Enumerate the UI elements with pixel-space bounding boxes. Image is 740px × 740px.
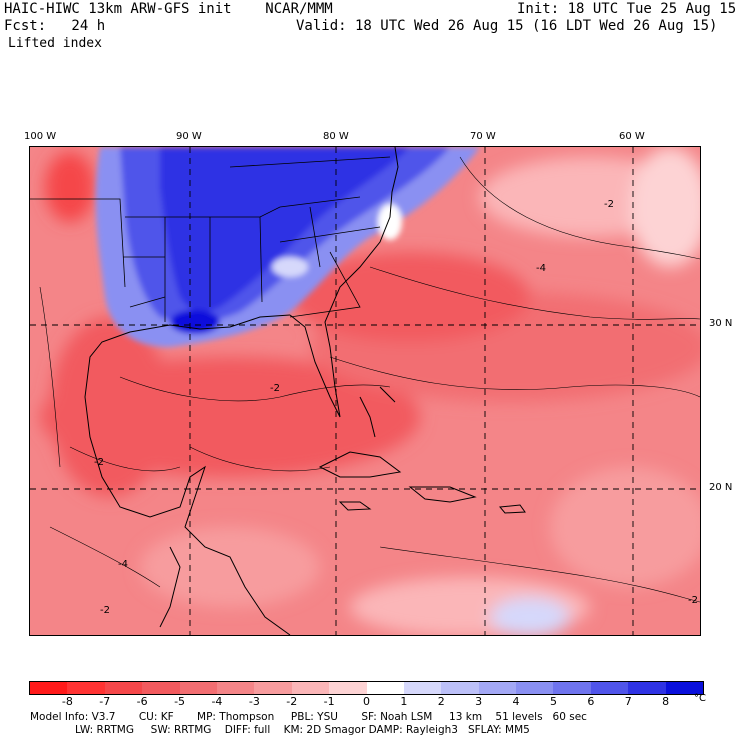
colorbar-tick-label: -2: [286, 695, 298, 708]
forecast-hour: Fcst: 24 h: [4, 18, 106, 34]
colorbar-tick-label: 4: [512, 695, 520, 708]
colorbar-tick-label: -4: [211, 695, 223, 708]
stable-air-region: [95, 147, 480, 347]
lifted-index-map: -2 -4 -2 -2 -2 -4 -2: [29, 146, 701, 636]
colorbar-swatch: [478, 682, 517, 694]
map-canvas: -2 -4 -2 -2 -2 -4 -2: [30, 147, 700, 635]
colorbar-swatch: [590, 682, 629, 694]
lon-label-60w: 60 W: [619, 131, 645, 142]
contour-lines: [39, 156, 700, 603]
colorbar-swatch: [329, 682, 367, 694]
colorbar-tick-label: 6: [587, 695, 595, 708]
lat-label-30n: 30 N: [709, 318, 733, 329]
colorbar-tick-label: -3: [248, 695, 260, 708]
lon-label-90w: 90 W: [176, 131, 202, 142]
colorbar-swatch: [104, 682, 143, 694]
contour-label: -4: [536, 263, 546, 274]
colorbar-tick-label: -7: [99, 695, 111, 708]
colorbar-swatch: [665, 682, 704, 694]
colorbar-unit: °C: [694, 693, 706, 704]
valid-time: Valid: 18 UTC Wed 26 Aug 15 (16 LDT Wed …: [296, 18, 718, 34]
colorbar-tick-label: 2: [437, 695, 445, 708]
field-name: Lifted index: [8, 36, 102, 51]
colorbar-tick-label: 1: [400, 695, 408, 708]
model-info-line2: LW: RRTMG SW: RRTMG DIFF: full KM: 2D Sm…: [75, 724, 530, 736]
model-info-line1: Model Info: V3.7 CU: KF MP: Thompson PBL…: [30, 711, 587, 723]
colorbar-tick-label: -1: [323, 695, 335, 708]
colorbar-swatch: [216, 682, 255, 694]
political-boundaries: [30, 156, 391, 322]
colorbar-swatch: [628, 682, 666, 694]
contour-label: -2: [270, 383, 280, 394]
colorbar-tick-label: 8: [662, 695, 670, 708]
contour-label: -2: [604, 199, 614, 210]
colorbar-swatch: [291, 682, 330, 694]
contour-label: -2: [94, 457, 104, 468]
colorbar-swatch: [142, 682, 180, 694]
colorbar-swatch: [403, 682, 442, 694]
colorbar-swatch: [441, 682, 479, 694]
colorbar-tick-label: 0: [363, 695, 370, 708]
lon-label-70w: 70 W: [470, 131, 496, 142]
colorbar-tick-label: -8: [61, 695, 73, 708]
init-time: Init: 18 UTC Tue 25 Aug 15: [517, 1, 737, 17]
contour-label: -2: [688, 595, 698, 606]
colorbar-swatch: [179, 682, 217, 694]
colorbar-tick-label: 3: [475, 695, 483, 708]
colorbar-swatch: [553, 682, 591, 694]
colorbar-tick-label: -6: [136, 695, 148, 708]
colorbar: [29, 681, 704, 695]
coastlines: [84, 147, 526, 635]
contour-label: -4: [118, 559, 128, 570]
colorbar-tick-label: -5: [174, 695, 186, 708]
colorbar-tick-label: 5: [549, 695, 557, 708]
lat-label-20n: 20 N: [709, 482, 733, 493]
contour-label: -2: [100, 605, 110, 616]
colorbar-swatch: [366, 682, 404, 694]
plot-title: HAIC-HIWC 13km ARW-GFS init NCAR/MMM: [4, 1, 333, 17]
lon-label-80w: 80 W: [323, 131, 349, 142]
lon-label-100w: 100 W: [24, 131, 57, 142]
colorbar-swatch: [254, 682, 292, 694]
colorbar-swatch: [516, 682, 554, 694]
colorbar-swatch: [67, 682, 105, 694]
field-shading: [40, 147, 700, 635]
graticule: [30, 147, 700, 635]
colorbar-tick-label: 7: [624, 695, 632, 708]
colorbar-swatch: [30, 682, 68, 694]
